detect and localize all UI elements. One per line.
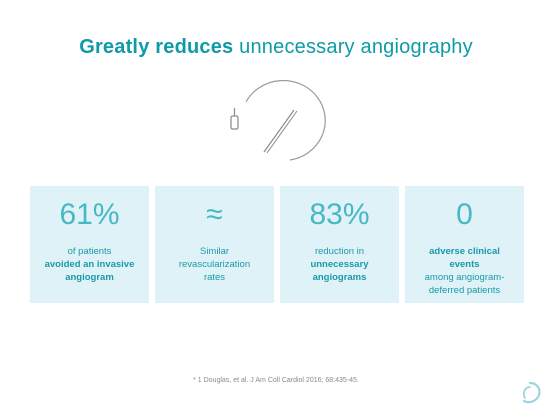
stat-desc-text: of patients <box>67 246 112 257</box>
stat-description: of patients avoided an invasive angiogra… <box>36 245 143 284</box>
stat-desc-emphasis: unnecessary angiograms <box>310 259 369 283</box>
stat-description: reduction in unnecessary angiograms <box>286 245 393 284</box>
stat-card-patients-avoided: 61% of patients avoided an invasive angi… <box>30 186 149 303</box>
title-emphasis: Greatly reduces <box>79 36 234 58</box>
stat-card-revascularization: ≈ Similar revascularization rates <box>155 186 274 303</box>
stat-desc-text: Similar revascularization rates <box>178 246 251 283</box>
stat-desc-emphasis: adverse clinical events <box>429 246 500 270</box>
page-title: Greatly reduces unnecessary angiography <box>0 36 552 59</box>
stat-desc-text: reduction in <box>314 246 365 257</box>
stat-card-reduction: 83% reduction in unnecessary angiograms <box>280 186 399 303</box>
footnote: * 1 Douglas, et al. J Am Coll Cardiol 20… <box>193 377 359 384</box>
stat-card-adverse-events: 0 adverse clinical events among angiogra… <box>405 186 524 303</box>
stat-description: adverse clinical events among angiogram-… <box>415 245 514 297</box>
stat-desc-text: among angiogram-deferred patients <box>424 272 505 296</box>
stat-value: 61% <box>59 198 120 231</box>
title-rest: unnecessary angiography <box>239 36 473 58</box>
heartflow-logo-icon <box>517 380 543 406</box>
stat-cards: 61% of patients avoided an invasive angi… <box>30 186 526 303</box>
stat-value: 0 <box>456 198 473 231</box>
stat-description: Similar revascularization rates <box>171 245 258 284</box>
approx-equal-icon: ≈ <box>206 198 223 231</box>
catheter-guidewire-icon <box>226 79 326 170</box>
stat-desc-emphasis: avoided an invasive angiogram <box>44 259 135 283</box>
stat-value: 83% <box>309 198 370 231</box>
